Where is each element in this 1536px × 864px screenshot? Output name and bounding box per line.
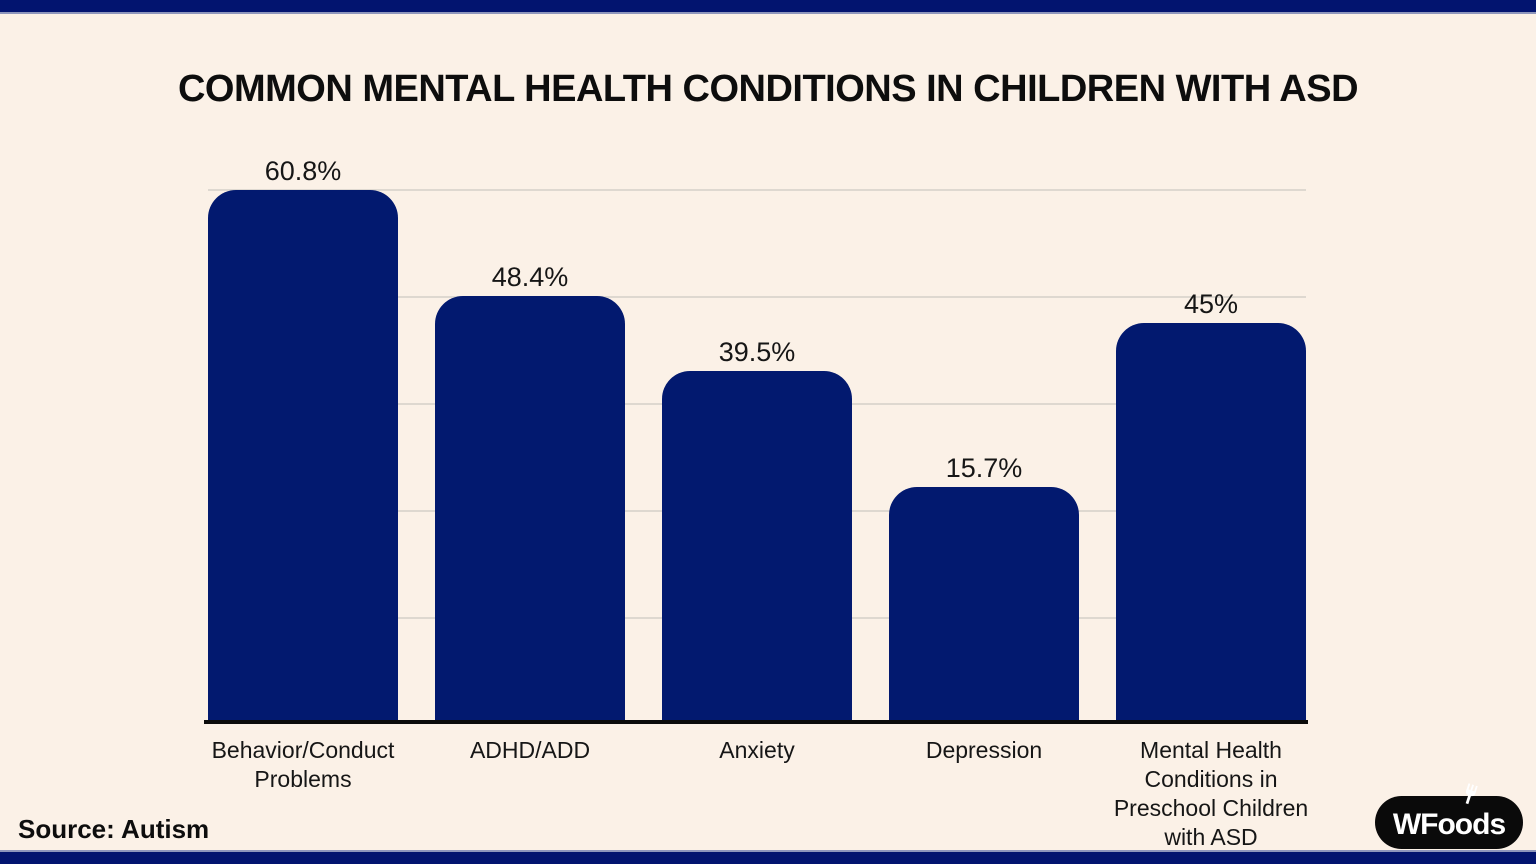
bar-category-label: Depression bbox=[925, 737, 1043, 763]
bar-value-label: 45% bbox=[1183, 289, 1239, 319]
x-axis-line bbox=[204, 720, 1308, 724]
bar-5 bbox=[1116, 323, 1306, 722]
bar-category-label: ADHD/ADD bbox=[469, 737, 591, 763]
bar-category-label: Anxiety bbox=[719, 737, 795, 763]
gridline bbox=[208, 296, 1306, 298]
bar-value-label: 60.8% bbox=[264, 156, 342, 186]
bottom-border-bar bbox=[0, 850, 1536, 864]
bar-value-label: 15.7% bbox=[945, 453, 1023, 483]
bar-value-label: 39.5% bbox=[718, 337, 796, 367]
bar-category-label: Mental Health Conditions in Preschool Ch… bbox=[1113, 737, 1309, 850]
chart-title: COMMON MENTAL HEALTH CONDITIONS IN CHILD… bbox=[177, 68, 1359, 110]
bar-value-label: 48.4% bbox=[491, 262, 569, 292]
bar-3 bbox=[662, 371, 852, 722]
bar-1 bbox=[208, 190, 398, 722]
bar-2 bbox=[435, 296, 625, 722]
top-border-bar bbox=[0, 0, 1536, 14]
bar-4 bbox=[889, 487, 1079, 722]
fork-icon bbox=[1457, 782, 1481, 813]
brand-logo-text: WFoods bbox=[1392, 807, 1506, 841]
source-note: Source: Autism bbox=[18, 814, 210, 844]
brand-logo: WFoods bbox=[1375, 783, 1523, 849]
gridline bbox=[208, 189, 1306, 191]
bar-category-label: Behavior/Conduct Problems bbox=[211, 737, 395, 792]
